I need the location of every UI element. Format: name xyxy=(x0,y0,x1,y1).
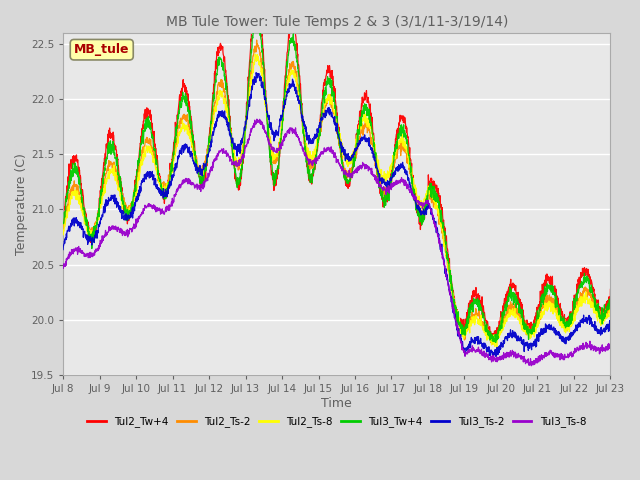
Legend: Tul2_Tw+4, Tul2_Ts-2, Tul2_Ts-8, Tul3_Tw+4, Tul3_Ts-2, Tul3_Ts-8: Tul2_Tw+4, Tul2_Ts-2, Tul2_Ts-8, Tul3_Tw… xyxy=(83,412,590,431)
Y-axis label: Temperature (C): Temperature (C) xyxy=(15,153,28,255)
X-axis label: Time: Time xyxy=(321,396,352,410)
Title: MB Tule Tower: Tule Temps 2 & 3 (3/1/11-3/19/14): MB Tule Tower: Tule Temps 2 & 3 (3/1/11-… xyxy=(166,15,508,29)
Text: MB_tule: MB_tule xyxy=(74,43,129,56)
